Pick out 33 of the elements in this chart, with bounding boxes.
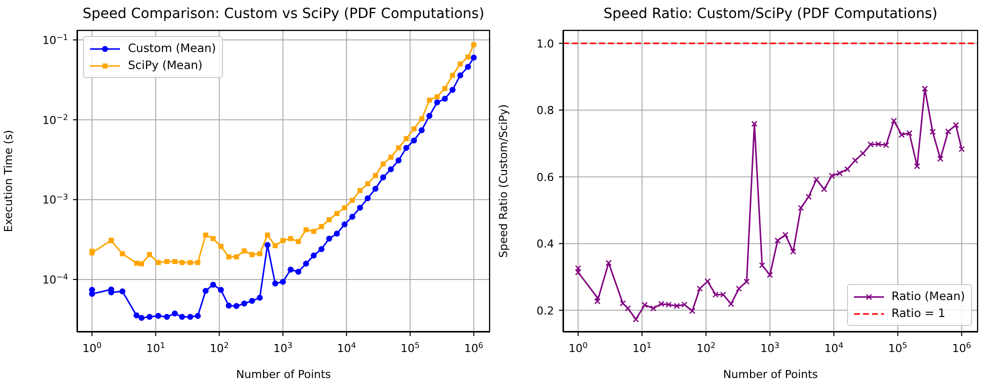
x-tick-label: 10$^{3}$ bbox=[273, 340, 292, 355]
x-tick-label: 10$^{5}$ bbox=[400, 340, 420, 355]
x-tick-label: 10$^{6}$ bbox=[464, 340, 484, 355]
x-tick-label: 10$^{1}$ bbox=[146, 340, 166, 355]
y-tick-label: 10$^{−3}$ bbox=[42, 192, 68, 207]
x-tick-label: 10$^{0}$ bbox=[82, 340, 102, 355]
legend-label: SciPy (Mean) bbox=[128, 57, 203, 74]
x-axis-title: Number of Points bbox=[723, 368, 818, 381]
legend-label: Ratio = 1 bbox=[892, 305, 946, 322]
x-tick-label: 10$^{1}$ bbox=[632, 340, 652, 355]
y-tick-label: 10$^{−4}$ bbox=[42, 272, 68, 286]
x-tick-label: 10$^{0}$ bbox=[568, 340, 588, 355]
y-tick-label: 1.0 bbox=[536, 37, 554, 50]
x-tick-label: 10$^{4}$ bbox=[824, 340, 844, 355]
x-tick-label: 10$^{3}$ bbox=[760, 340, 780, 355]
y-tick-label: 0.8 bbox=[536, 104, 554, 118]
x-tick-label: 10$^{6}$ bbox=[952, 340, 972, 355]
y-tick-label: 0.2 bbox=[536, 304, 554, 318]
y-tick-label: 10$^{−1}$ bbox=[42, 32, 68, 47]
y-tick-label: 0.4 bbox=[536, 238, 554, 251]
x-axis-title: Number of Points bbox=[236, 368, 332, 381]
y-axis-title: Speed Ratio (Custom/SciPy) bbox=[496, 104, 510, 258]
y-axis-title: Execution Time (s) bbox=[2, 130, 15, 232]
x-tick-label: 10$^{2}$ bbox=[210, 340, 229, 355]
y-tick-label: 10$^{−2}$ bbox=[42, 112, 68, 127]
y-tick-label: 0.6 bbox=[536, 170, 554, 184]
chart-title: Speed Comparison: Custom vs SciPy (PDF Computations) bbox=[82, 6, 486, 22]
x-tick-label: 10$^{2}$ bbox=[696, 340, 716, 355]
x-tick-label: 10$^{4}$ bbox=[337, 340, 356, 355]
chart-title: Speed Ratio: Custom/SciPy (PDF Computations) bbox=[602, 6, 939, 22]
x-tick-label: 10$^{5}$ bbox=[888, 340, 908, 355]
legend-label: Ratio (Mean) bbox=[892, 288, 965, 305]
legend-label: Custom (Mean) bbox=[128, 40, 216, 57]
